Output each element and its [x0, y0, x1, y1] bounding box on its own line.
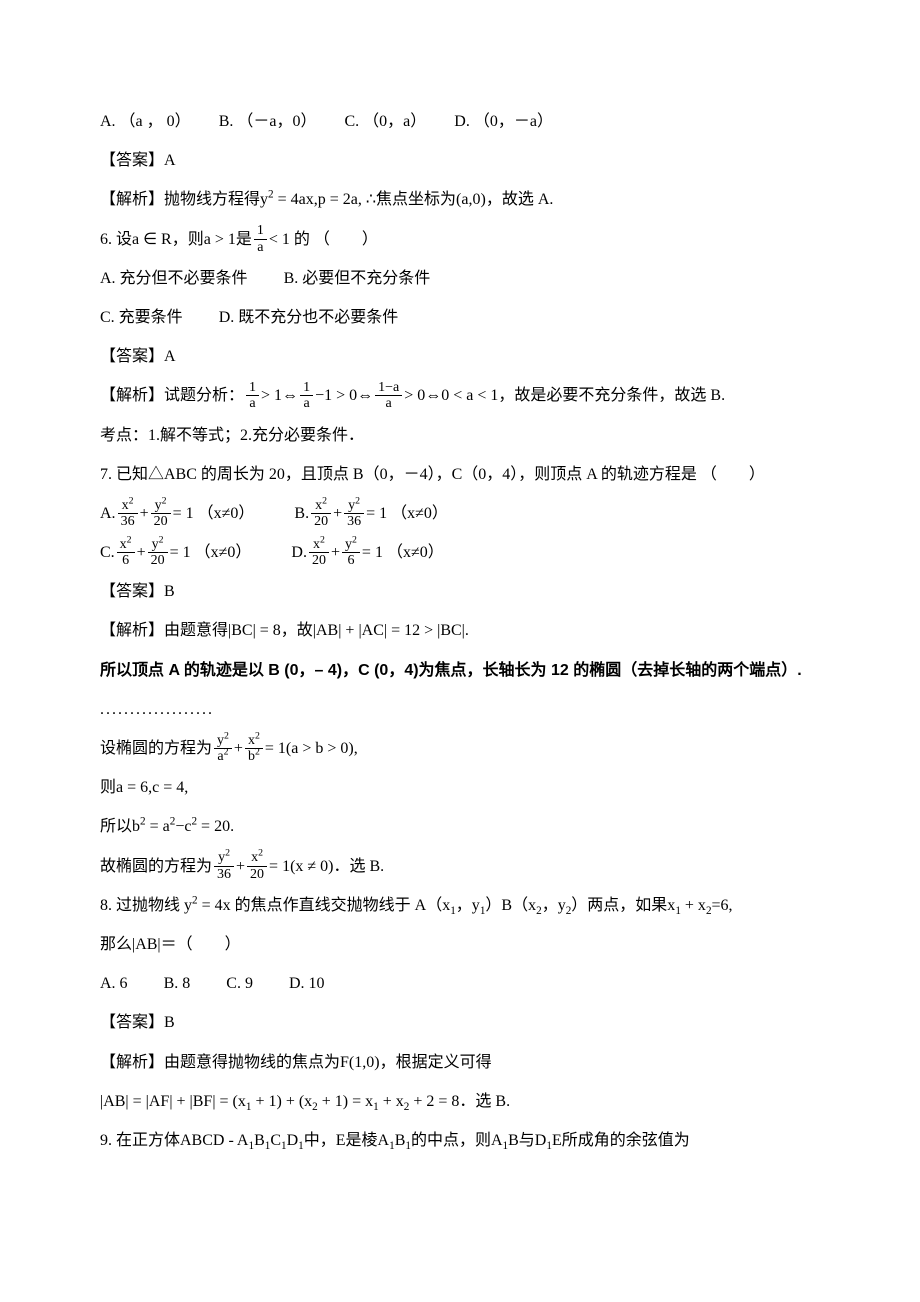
plus: + [234, 731, 243, 766]
q8-opt-c: C. 9 [226, 975, 253, 992]
exp-prefix: 试题分析： [164, 378, 244, 413]
answer-value: A [164, 348, 176, 365]
q6-stem-1: 6. 设a ∈ R，则a > 1是 [100, 222, 252, 257]
frac: 1−aa [375, 380, 402, 412]
frac: x220 [309, 537, 329, 569]
q8-opt-b: B. 8 [164, 975, 191, 992]
page-content: A. （a ， 0） B. （－a，0） C. （0，a） D. （0，－a） … [0, 0, 920, 1222]
answer-label: 【答案】 [100, 348, 164, 365]
plus: + [331, 535, 340, 570]
frac: y26 [342, 537, 360, 569]
q6-answer: 【答案】A [100, 339, 860, 374]
q8-exp-2: |AB| = |AF| + |BF| = (x1 + 1) + (x2 + 1)… [100, 1084, 860, 1119]
exp-text: = 4ax,p = 2a, ∴焦点坐标为(a,0)，故选 A. [274, 191, 554, 208]
frac: x236 [118, 498, 138, 530]
frac: y220 [148, 537, 168, 569]
q8-opt-a: A. 6 [100, 975, 128, 992]
q7-opt-d-pre: D. [291, 535, 307, 570]
frac-1-a: 1 a [254, 223, 267, 255]
q5-opt-a: A. （a ， 0） [100, 113, 183, 130]
q7-opt-a-pre: A. [100, 496, 116, 531]
q6-options-2: C. 充要条件 D. 既不充分也不必要条件 [100, 300, 860, 335]
q6-stem-2: < 1 的 （ ） [269, 222, 378, 257]
q7-opt-c-post: = 1 （x≠0） [170, 535, 252, 570]
frac: 1a [300, 380, 313, 412]
q6-opt-b: B. 必要但不充分条件 [284, 270, 431, 287]
q7-opt-b-pre: B. [294, 496, 309, 531]
frac: 1a [246, 380, 259, 412]
exp-text: 抛物线方程得y [164, 191, 268, 208]
q6-opt-a: A. 充分但不必要条件 [100, 270, 248, 287]
q5-opt-d: D. （0，－a） [454, 113, 553, 130]
q8-exp-1: 【解析】由题意得抛物线的焦点为F(1,0)，根据定义可得 [100, 1045, 860, 1080]
q7-exp-3: 设椭圆的方程为 y2a2 + x2b2 = 1(a > b > 0), [100, 731, 860, 766]
q6-opt-c: C. 充要条件 [100, 309, 183, 326]
frac: x2b2 [245, 733, 263, 765]
frac: y220 [151, 498, 171, 530]
frac: x220 [311, 498, 331, 530]
text: = 1(x ≠ 0)．选 B. [269, 849, 384, 884]
text: 故椭圆的方程为 [100, 849, 212, 884]
q7-answer: 【答案】B [100, 574, 860, 609]
q5-opt-c: C. （0，a） [344, 113, 418, 130]
text: −1 > 0⇔ [315, 378, 373, 413]
text: 由题意得|BC| = 8，故|AB| + |AC| = 12 > |BC|. [164, 622, 469, 639]
frac: x220 [247, 850, 267, 882]
answer-value: B [164, 1014, 175, 1031]
q7-exp-2: 所以顶点 A 的轨迹是以 B (0，– 4)，C (0，4)为焦点，长轴长为 1… [100, 653, 860, 688]
q7-exp-1: 【解析】由题意得|BC| = 8，故|AB| + |AC| = 12 > |BC… [100, 613, 860, 648]
q5-answer: 【答案】A [100, 143, 860, 178]
exp-label: 【解析】 [100, 622, 164, 639]
q7-opt-a-post: = 1 （x≠0） [173, 496, 255, 531]
answer-value: A [164, 152, 176, 169]
q7-opt-d-post: = 1 （x≠0） [362, 535, 444, 570]
q5-explanation: 【解析】抛物线方程得y2 = 4ax,p = 2a, ∴焦点坐标为(a,0)，故… [100, 182, 860, 217]
q7-opt-c-pre: C. [100, 535, 115, 570]
plus: + [137, 535, 146, 570]
q8-options: A. 6 B. 8 C. 9 D. 10 [100, 966, 860, 1001]
answer-value: B [164, 583, 175, 600]
plus: + [236, 849, 245, 884]
plus: + [140, 496, 149, 531]
q6-opt-d: D. 既不充分也不必要条件 [219, 309, 399, 326]
q7-options-row1: A. x236 + y220 = 1 （x≠0） B. x220 + y236 … [100, 496, 860, 531]
exp-label: 【解析】 [100, 1054, 164, 1071]
frac: y236 [214, 850, 234, 882]
q7-dots: ................... [100, 692, 860, 727]
q6-options-1: A. 充分但不必要条件 B. 必要但不充分条件 [100, 261, 860, 296]
q9-stem: 9. 在正方体ABCD - A1B1C1D1中，E是棱A1B1的中点，则A1B与… [100, 1123, 860, 1158]
answer-label: 【答案】 [100, 152, 164, 169]
q6-kaodian: 考点：1.解不等式；2.充分必要条件． [100, 418, 860, 453]
q6-explanation: 【解析】 试题分析： 1a > 1⇔ 1a −1 > 0⇔ 1−aa > 0⇔0… [100, 378, 860, 413]
frac: y2a2 [214, 733, 232, 765]
q7-exp-5: 所以b2 = a2−c2 = 20. [100, 809, 860, 844]
text: = 1(a > b > 0), [265, 731, 358, 766]
exp-label: 【解析】 [100, 378, 164, 413]
frac: y236 [344, 498, 364, 530]
frac: x26 [117, 537, 135, 569]
text: > 1⇔ [261, 378, 298, 413]
q7-stem: 7. 已知△ABC 的周长为 20，且顶点 B（0，－4），C（0，4），则顶点… [100, 457, 860, 492]
q7-options-row2: C. x26 + y220 = 1 （x≠0） D. x220 + y26 = … [100, 535, 860, 570]
q7-exp-4: 则a = 6,c = 4, [100, 770, 860, 805]
answer-label: 【答案】 [100, 1014, 164, 1031]
q5-options: A. （a ， 0） B. （－a，0） C. （0，a） D. （0，－a） [100, 104, 860, 139]
q8-opt-d: D. 10 [289, 975, 325, 992]
answer-label: 【答案】 [100, 583, 164, 600]
q6-stem: 6. 设a ∈ R，则a > 1是 1 a < 1 的 （ ） [100, 222, 860, 257]
exp-label: 【解析】 [100, 191, 164, 208]
q5-opt-b: B. （－a，0） [219, 113, 309, 130]
q8-stem: 8. 过抛物线 y2 = 4x 的焦点作直线交抛物线于 A（x1，y1）B（x2… [100, 888, 860, 923]
q7-opt-b-post: = 1 （x≠0） [366, 496, 448, 531]
q8-answer: 【答案】B [100, 1005, 860, 1040]
q7-exp-6: 故椭圆的方程为 y236 + x220 = 1(x ≠ 0)．选 B. [100, 849, 860, 884]
text: > 0⇔0 < a < 1，故是必要不充分条件，故选 B. [404, 378, 725, 413]
text: 设椭圆的方程为 [100, 731, 212, 766]
q8-stem-2: 那么|AB|＝（ ） [100, 927, 860, 962]
text: 由题意得抛物线的焦点为F(1,0)，根据定义可得 [164, 1054, 492, 1071]
plus: + [333, 496, 342, 531]
